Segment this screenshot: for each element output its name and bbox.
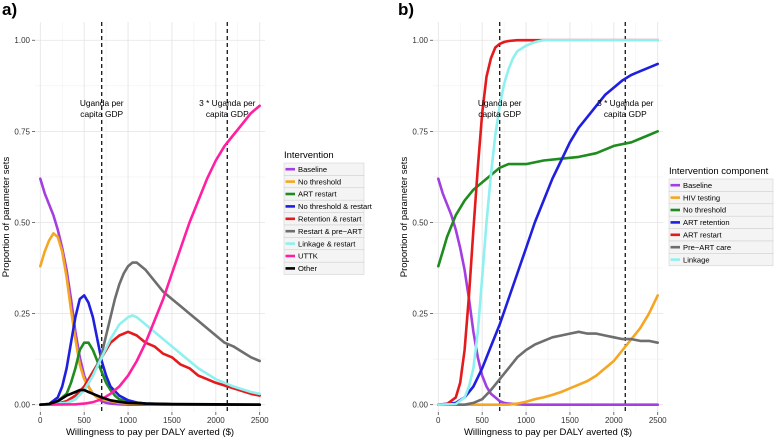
series-line-linkage-restart bbox=[39, 314, 261, 406]
x-tick-label: 1500 bbox=[163, 416, 181, 425]
legend-label: Baseline bbox=[298, 165, 327, 174]
legend-key-box bbox=[668, 253, 774, 267]
y-tick-label: 0.50 bbox=[14, 218, 30, 227]
legend-label: ART restart bbox=[683, 231, 722, 240]
y-tick-label: 0.25 bbox=[14, 310, 30, 319]
x-tick-label: 1000 bbox=[517, 416, 535, 425]
x-tick-label: 0 bbox=[38, 416, 43, 425]
series-line-uttk bbox=[39, 104, 261, 406]
legend-label: No threshold bbox=[298, 177, 341, 186]
legend-key-box bbox=[283, 249, 365, 263]
panel-b-axes: 0 500 1000 1500 2000 2500 0.00 0.25 0.50 0.75 1.00… bbox=[399, 36, 667, 438]
panel-a-axes: 0 500 1000 1500 2000 2500 0.00 0.25 0.50 0.75 1.00… bbox=[1, 36, 269, 438]
legend-label: Restart & pre−ART bbox=[298, 227, 363, 236]
panel-b-letter: b) bbox=[398, 0, 414, 19]
x-tick-label: 2000 bbox=[207, 416, 225, 425]
annotation-text: capita GDP bbox=[478, 109, 521, 119]
x-tick-label: 2500 bbox=[251, 416, 269, 425]
annotation-text: Uganda per bbox=[478, 98, 522, 108]
panel-a-series bbox=[39, 104, 261, 406]
series-line-art-retention bbox=[437, 62, 659, 406]
y-tick-label: 0.25 bbox=[412, 310, 428, 319]
annotation-text: capita GDP bbox=[604, 109, 647, 119]
legend-label: No threshold & restart bbox=[298, 202, 373, 211]
y-tick-label: 1.00 bbox=[14, 36, 30, 45]
legend-label: UTTK bbox=[298, 252, 318, 261]
x-tick-label: 2000 bbox=[605, 416, 623, 425]
panel-b-grid bbox=[433, 22, 663, 412]
legend-label: Other bbox=[298, 264, 317, 273]
y-axis-title: Proportion of parameter sets bbox=[1, 157, 12, 278]
panel-a-legend: Intervention Baseline No threshold ART rest… bbox=[283, 150, 373, 275]
panel-b-reference-lines bbox=[499, 22, 626, 412]
x-tick-label: 500 bbox=[475, 416, 489, 425]
panel-b-legend: Intervention component Baseline HIV testin… bbox=[668, 166, 774, 267]
legend-title: Intervention bbox=[284, 150, 334, 161]
x-axis-title: Willingness to pay per DALY averted ($) bbox=[66, 427, 234, 438]
x-tick-label: 2500 bbox=[649, 416, 667, 425]
legend-label: Pre−ART care bbox=[683, 243, 731, 252]
legend-label: ART restart bbox=[298, 190, 337, 199]
y-axis-title: Proportion of parameter sets bbox=[399, 157, 410, 278]
x-tick-label: 0 bbox=[436, 416, 441, 425]
legend-label: Linkage & restart bbox=[298, 239, 356, 248]
legend-label: Linkage bbox=[683, 255, 710, 264]
y-tick-label: 0.00 bbox=[412, 401, 428, 410]
legend-label: No threshold bbox=[683, 206, 726, 215]
y-tick-label: 0.50 bbox=[412, 218, 428, 227]
annotation-text: capita GDP bbox=[206, 109, 249, 119]
legend-label: Retention & restart bbox=[298, 215, 362, 224]
y-tick-label: 0.00 bbox=[14, 401, 30, 410]
series-line-other bbox=[39, 388, 261, 406]
annotation-text: 3 * Uganda per bbox=[199, 98, 256, 108]
y-tick-label: 1.00 bbox=[412, 36, 428, 45]
y-tick-label: 0.75 bbox=[412, 127, 428, 136]
annotation-text: Uganda per bbox=[80, 98, 124, 108]
panel-a-letter: a) bbox=[2, 0, 17, 19]
annotation-text: capita GDP bbox=[80, 109, 123, 119]
legend-label: ART retention bbox=[683, 218, 730, 227]
legend-label: HIV testing bbox=[683, 193, 720, 202]
x-tick-label: 1000 bbox=[119, 416, 137, 425]
x-axis-title: Willingness to pay per DALY averted ($) bbox=[464, 427, 632, 438]
series-line-linkage bbox=[437, 38, 659, 406]
y-tick-label: 0.75 bbox=[14, 127, 30, 136]
annotation-text: 3 * Uganda per bbox=[597, 98, 654, 108]
x-tick-label: 500 bbox=[77, 416, 91, 425]
panel-a-reference-lines bbox=[101, 22, 228, 412]
series-line-no-threshold bbox=[437, 130, 659, 268]
x-tick-label: 1500 bbox=[561, 416, 579, 425]
panel-b-series bbox=[437, 38, 659, 406]
legend-title: Intervention component bbox=[669, 166, 769, 177]
legend-key-box bbox=[283, 261, 365, 275]
legend-label: Baseline bbox=[683, 181, 712, 190]
series-line-pre-art-care bbox=[437, 330, 659, 406]
